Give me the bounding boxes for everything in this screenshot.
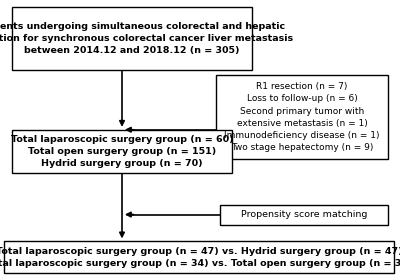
Text: Propensity score matching: Propensity score matching — [241, 210, 367, 219]
FancyBboxPatch shape — [4, 241, 394, 273]
FancyBboxPatch shape — [12, 130, 232, 173]
Text: R1 resection (n = 7)
Loss to follow-up (n = 6)
Second primary tumor with
extensi: R1 resection (n = 7) Loss to follow-up (… — [224, 82, 380, 152]
Text: Total laparoscopic surgery group (n = 47) vs. Hydrid surgery group (n = 47)
Tota: Total laparoscopic surgery group (n = 47… — [0, 247, 400, 268]
Text: Patients undergoing simultaneous colorectal and hepatic
resection for synchronou: Patients undergoing simultaneous colorec… — [0, 22, 294, 55]
Text: Total laparoscopic surgery group (n = 60)
Total open surgery group (n = 151)
Hyd: Total laparoscopic surgery group (n = 60… — [11, 135, 233, 168]
FancyBboxPatch shape — [216, 75, 388, 159]
FancyBboxPatch shape — [220, 205, 388, 225]
FancyBboxPatch shape — [12, 7, 252, 70]
